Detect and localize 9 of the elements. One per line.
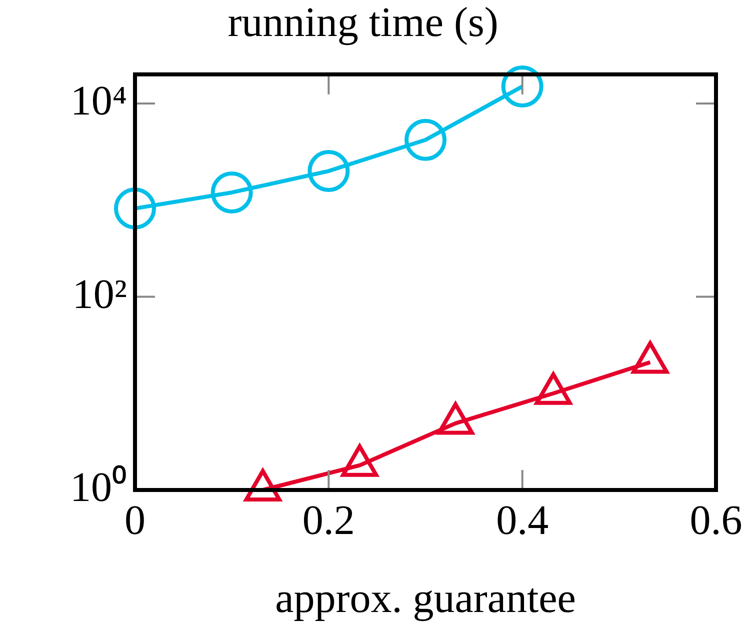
y-tick-label: 10² bbox=[72, 272, 127, 318]
x-tick-label: 0.6 bbox=[690, 498, 742, 544]
x-axis-title: approx. guarantee bbox=[275, 576, 576, 622]
x-tick-label: 0 bbox=[124, 498, 146, 544]
x-tick-label: 0.2 bbox=[302, 498, 355, 544]
x-tick-label: 0.4 bbox=[496, 498, 549, 544]
y-tick-label: 10⁰ bbox=[70, 465, 127, 512]
y-tick-label: 10⁴ bbox=[70, 78, 127, 125]
chart-title: running time (s) bbox=[228, 0, 498, 46]
